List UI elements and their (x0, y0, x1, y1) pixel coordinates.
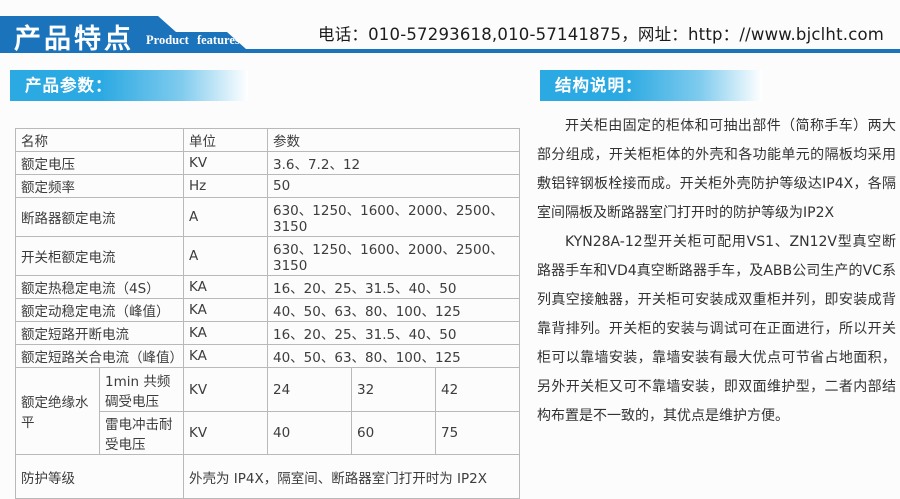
table-header-row: 名称 单位 参数 (15, 128, 520, 152)
param-name-cell: 额定动稳定电流（峰值） (15, 298, 184, 322)
param-value-cell: 16、20、25、31.5、40、50 (267, 275, 520, 299)
param-name-cell: 额定短路开断电流 (15, 321, 184, 345)
table-row: 开关柜额定电流 A 630、1250、1600、2000、2500、3150 (15, 236, 520, 276)
param-value-cell: 外壳为 IP4X，隔室间、断路器室门打开时为 IP2X (183, 454, 520, 499)
param-unit-cell: KV (183, 151, 268, 175)
param-name-cell: 额定电压 (15, 151, 184, 175)
param-name-cell: 额定频率 (15, 174, 184, 198)
table-row-insulation-lightning: 雷电冲击耐受电压 KV 40 60 75 (16, 411, 520, 455)
header-unit-cell: 单位 (183, 128, 268, 152)
table-row: 额定动稳定电流（峰值） KA 40、50、63、80、100、125 (15, 298, 520, 322)
param-value-cell: 24 (267, 367, 352, 412)
insulation-group-cell: 额定绝缘水平 (15, 367, 100, 455)
param-value-cell: 630、1250、1600、2000、2500、3150 (267, 197, 520, 237)
header-value-cell: 参数 (267, 128, 520, 152)
param-value-cell: 16、20、25、31.5、40、50 (267, 321, 520, 345)
section-heading-parameters: 产品参数： (10, 70, 248, 101)
table-row: 额定短路开断电流 KA 16、20、25、31.5、40、50 (15, 321, 520, 345)
table-row: 额定短路关合电流（峰值） KA 40、50、63、80、100、125 (15, 344, 520, 368)
param-name-cell: 雷电冲击耐受电压 (99, 411, 184, 455)
param-unit-cell: KA (183, 298, 268, 322)
param-unit-cell: A (183, 236, 268, 276)
param-value-cell: 3.6、7.2、12 (267, 151, 520, 175)
param-value-cell: 50 (267, 174, 520, 198)
param-name-cell: 额定热稳定电流（4S） (15, 275, 184, 299)
param-unit-cell: KV (183, 367, 268, 412)
param-value-cell: 42 (435, 367, 520, 412)
param-unit-cell: A (183, 197, 268, 237)
param-unit-cell: KV (183, 411, 268, 455)
param-name-cell: 防护等级 (15, 454, 184, 499)
page-title: 产品特点 (14, 24, 134, 54)
table-row-protection: 防护等级 外壳为 IP4X，隔室间、断路器室门打开时为 IP2X (15, 454, 520, 499)
table-row: 额定电压 KV 3.6、7.2、12 (15, 151, 520, 175)
param-name-cell: 额定短路关合电流（峰值） (15, 344, 184, 368)
table-row: 额定热稳定电流（4S） KA 16、20、25、31.5、40、50 (15, 275, 520, 299)
structure-paragraph-1: 开关柜由固定的柜体和可抽出部件（简称手车）两大部分组成，开关柜柜体的外壳和各功能… (537, 118, 896, 221)
param-name-cell: 1min 共频碉受电压 (99, 367, 184, 412)
param-name-cell: 开关柜额定电流 (15, 236, 184, 276)
param-value-cell: 40 (267, 411, 352, 455)
param-value-cell: 75 (435, 411, 520, 455)
table-row: 额定频率 Hz 50 (15, 174, 520, 198)
top-banner: 产品特点 Product features 电话：010-57293618,01… (0, 0, 900, 56)
section-heading-structure: 结构说明： (540, 70, 762, 101)
header-name-cell: 名称 (15, 128, 184, 152)
param-unit-cell: KA (183, 275, 268, 299)
banner-ribbon-shape (0, 16, 900, 53)
structure-description: 开关柜由固定的柜体和可抽出部件（简称手车）两大部分组成，开关柜柜体的外壳和各功能… (537, 112, 896, 431)
structure-paragraph-2: KYN28A-12型开关柜可配用VS1、ZN12V型真空断路器手车和VD4真空断… (537, 234, 896, 424)
table-row: 断路器额定电流 A 630、1250、1600、2000、2500、3150 (15, 197, 520, 237)
param-value-cell: 32 (351, 367, 436, 412)
page-subtitle: Product features (146, 33, 240, 47)
parameters-table: 名称 单位 参数 额定电压 KV 3.6、7.2、12 额定频率 Hz 50 断… (15, 128, 520, 499)
param-unit-cell: KA (183, 344, 268, 368)
param-name-cell: 断路器额定电流 (15, 197, 184, 237)
param-unit-cell: KA (183, 321, 268, 345)
param-value-cell: 40、50、63、80、100、125 (267, 344, 520, 368)
param-unit-cell: Hz (183, 174, 268, 198)
param-value-cell: 40、50、63、80、100、125 (267, 298, 520, 322)
param-value-cell: 630、1250、1600、2000、2500、3150 (267, 236, 520, 276)
table-row-insulation-1min: 额定绝缘水平 1min 共频碉受电压 KV 24 32 42 (15, 367, 520, 455)
contact-info: 电话：010-57293618,010-57141875，网址：http：//w… (318, 25, 885, 44)
param-value-cell: 60 (351, 411, 436, 455)
